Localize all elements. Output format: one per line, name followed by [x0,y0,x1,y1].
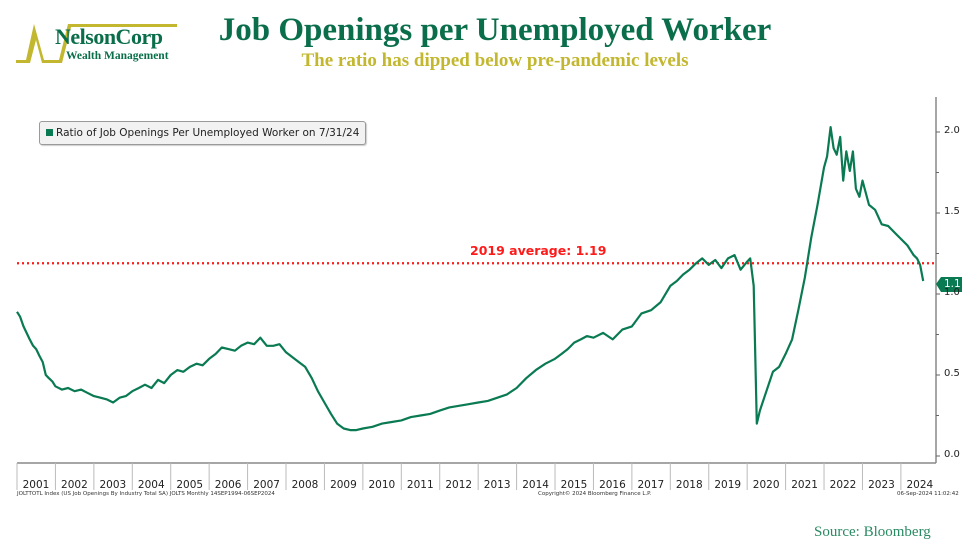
series-line [16,125,925,432]
chart-title: Job Openings per Unemployed Worker [218,12,772,48]
x-tick-label: 2004 [137,479,165,491]
x-tick-label: 2019 [714,479,742,491]
footer-timestamp: 06-Sep-2024 11:02:42 [897,491,959,497]
y-tick-label: 1.0 [944,287,960,298]
x-tick-label: 2013 [483,479,511,491]
axes [16,97,940,490]
x-tick-label: 2021 [791,479,818,491]
x-tick-label: 2024 [906,479,934,491]
x-tick-label: 2006 [214,479,242,491]
x-tick-label: 2001 [22,479,50,491]
y-tick-label: 2.0 [944,125,960,136]
x-tick-label: 2007 [253,479,280,491]
y-tick-label: 0.5 [944,368,960,379]
legend-swatch-icon [46,129,53,136]
last-value-tag [936,277,962,292]
x-tick-label: 2012 [445,479,473,491]
x-tick-label: 2005 [176,479,204,491]
reference-line-label: 2019 average: 1.19 [470,243,607,258]
x-tick-label: 2020 [752,479,780,491]
x-tick-label: 2023 [868,479,895,491]
x-tick-label: 2009 [330,479,357,491]
x-tick-label: 2022 [829,479,857,491]
logo-name: NelsonCorp [55,24,163,49]
last-value-label: 1.1 [944,278,961,290]
source-note: Source: Bloomberg [814,524,931,540]
footer-index-info: JOLTTOTL Index (US Job Openings By Indus… [17,491,275,497]
footer-copyright: Copyright© 2024 Bloomberg Finance L.P. [538,491,652,497]
y-tick-label: 1.5 [944,206,960,217]
x-tick-label: 2017 [637,479,665,491]
x-tick-label: 2010 [368,479,396,491]
logo-subtitle: Wealth Management [66,50,169,62]
x-tick-label: 2016 [599,479,626,491]
legend-label: Ratio of Job Openings Per Unemployed Wor… [56,127,360,139]
x-tick-label: 2014 [522,479,549,491]
x-tick-label: 2015 [560,479,588,491]
y-tick-label: 0.0 [944,449,960,460]
x-tick-label: 2018 [675,479,703,491]
x-tick-label: 2008 [291,479,319,491]
x-tick-label: 2011 [406,479,434,491]
x-tick-label: 2002 [61,479,88,491]
legend: Ratio of Job Openings Per Unemployed Wor… [39,121,367,145]
x-tick-label: 2003 [99,479,127,491]
chart-subtitle: The ratio has dipped below pre-pandemic … [301,50,689,71]
